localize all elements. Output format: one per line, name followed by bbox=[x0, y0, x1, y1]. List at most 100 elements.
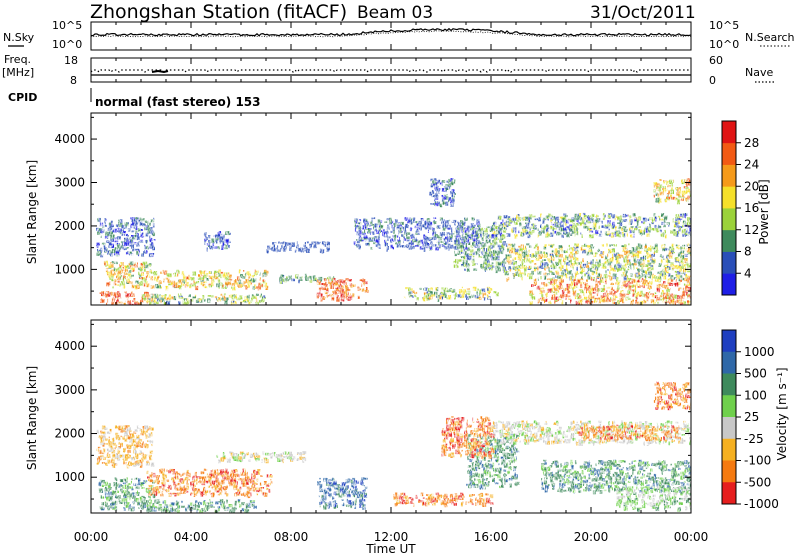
echo-cell bbox=[225, 487, 228, 490]
echo-cell bbox=[645, 264, 649, 267]
echo-cell bbox=[445, 241, 448, 245]
echo-cell bbox=[677, 252, 682, 257]
echo-cell bbox=[236, 297, 241, 301]
echo-cell bbox=[662, 213, 665, 216]
echo-cell bbox=[291, 278, 295, 282]
echo-cell bbox=[121, 429, 125, 433]
echo-cell bbox=[235, 487, 237, 490]
echo-cell bbox=[680, 255, 683, 258]
echo-cell bbox=[139, 439, 143, 442]
echo-cell bbox=[532, 215, 536, 218]
echo-cell bbox=[687, 221, 690, 225]
echo-cell bbox=[541, 230, 544, 233]
echo-cell bbox=[670, 230, 674, 234]
echo-cell bbox=[434, 294, 437, 297]
echo-cell bbox=[322, 497, 324, 499]
echo-cell bbox=[335, 493, 337, 496]
echo-cell bbox=[575, 300, 580, 305]
echo-cell bbox=[613, 295, 618, 298]
echo-cell bbox=[652, 301, 656, 305]
echo-cell bbox=[452, 219, 457, 223]
echo-cell bbox=[150, 276, 154, 281]
echo-cell bbox=[624, 244, 627, 247]
echo-cell bbox=[326, 294, 328, 298]
echo-cell bbox=[362, 499, 366, 502]
echo-cell bbox=[544, 262, 548, 266]
echo-cell bbox=[492, 254, 495, 256]
echo-cell bbox=[125, 293, 129, 297]
echo-cell bbox=[457, 259, 459, 265]
echo-cell bbox=[128, 507, 130, 511]
echo-cell bbox=[595, 268, 598, 272]
echo-cell bbox=[107, 263, 111, 268]
echo-cell bbox=[542, 217, 546, 221]
echo-cell bbox=[576, 249, 578, 252]
echo-cell bbox=[598, 225, 600, 229]
echo-cell bbox=[618, 216, 621, 221]
echo-cell bbox=[502, 219, 504, 224]
echo-cell bbox=[205, 273, 209, 277]
echo-cell bbox=[203, 274, 207, 278]
echo-cell bbox=[677, 187, 679, 192]
echo-cell bbox=[191, 507, 193, 510]
echo-cell bbox=[499, 268, 501, 272]
echo-cell bbox=[668, 273, 671, 277]
echo-cell bbox=[686, 178, 691, 182]
echo-cell bbox=[648, 276, 650, 279]
echo-cell bbox=[494, 234, 498, 238]
echo-cell bbox=[185, 281, 187, 285]
echo-cell bbox=[447, 247, 451, 251]
echo-cell bbox=[510, 245, 513, 250]
echo-cell bbox=[176, 269, 180, 274]
echo-cell bbox=[450, 203, 454, 207]
echo-cell bbox=[457, 250, 461, 255]
echo-cell bbox=[405, 287, 409, 290]
echo-cell bbox=[109, 505, 113, 509]
echo-cell bbox=[510, 255, 512, 258]
echo-cell bbox=[129, 261, 134, 266]
echo-cell bbox=[655, 192, 658, 196]
echo-cell bbox=[136, 425, 139, 429]
echo-cell bbox=[242, 282, 245, 287]
echo-cell bbox=[125, 425, 129, 429]
echo-cell bbox=[477, 248, 481, 253]
echo-cell bbox=[525, 225, 529, 229]
echo-cell bbox=[464, 247, 468, 250]
echo-cell bbox=[240, 300, 244, 303]
echo-cell bbox=[476, 252, 479, 255]
echo-cell bbox=[527, 222, 530, 225]
echo-cell bbox=[436, 189, 440, 194]
echo-cell bbox=[245, 473, 247, 477]
echo-cell bbox=[100, 438, 103, 443]
echo-cell bbox=[127, 490, 129, 495]
echo-cell bbox=[487, 297, 490, 299]
echo-cell bbox=[146, 505, 149, 507]
echo-cell bbox=[356, 494, 360, 499]
echo-cell bbox=[363, 493, 367, 497]
echo-cell bbox=[149, 231, 152, 234]
echo-cell bbox=[631, 289, 636, 292]
echo-cell bbox=[515, 230, 517, 234]
echo-cell bbox=[659, 218, 661, 221]
echo-cell bbox=[666, 267, 669, 271]
echo-cell bbox=[254, 269, 256, 274]
echo-cell bbox=[493, 291, 497, 294]
echo-cell bbox=[528, 266, 530, 269]
echo-cell bbox=[319, 501, 321, 505]
echo-cell bbox=[124, 431, 128, 437]
echo-cell bbox=[630, 222, 633, 225]
echo-cell bbox=[576, 250, 579, 254]
echo-cell bbox=[323, 495, 327, 501]
echo-cell bbox=[533, 281, 537, 285]
echo-cell bbox=[404, 238, 407, 241]
echo-cell bbox=[632, 293, 635, 297]
echo-cell bbox=[636, 296, 638, 300]
echo-cell bbox=[150, 499, 152, 504]
echo-cell bbox=[569, 255, 574, 258]
echo-cell bbox=[126, 296, 129, 300]
echo-cell bbox=[680, 279, 682, 282]
echo-cell bbox=[137, 460, 140, 465]
echo-cell bbox=[617, 232, 622, 235]
echo-cell bbox=[220, 293, 223, 296]
echo-cell bbox=[623, 256, 627, 260]
